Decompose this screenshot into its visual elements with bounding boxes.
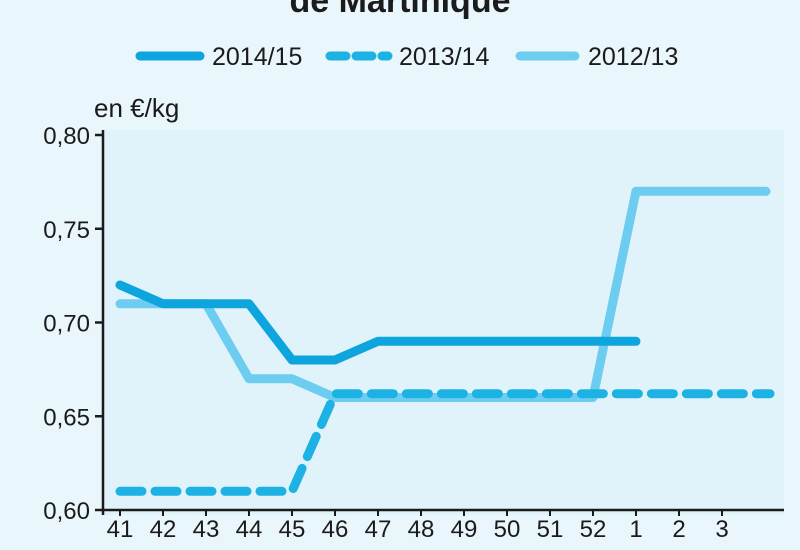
x-tick-label: 1 <box>629 516 642 543</box>
series-line-2013-14 <box>115 389 775 496</box>
x-tick-label: 48 <box>408 516 435 543</box>
y-tick-label: 0,80 <box>43 123 90 150</box>
x-tick-label: 44 <box>236 516 263 543</box>
legend-label: 2012/13 <box>588 43 678 71</box>
x-tick-label: 41 <box>107 516 134 543</box>
chart-title: de Martinique <box>289 0 511 20</box>
x-tick-label: 3 <box>715 516 728 543</box>
x-tick-label: 45 <box>279 516 306 543</box>
y-tick-label: 0,70 <box>43 311 90 338</box>
series-lines <box>115 186 775 496</box>
y-axis-unit-label: en €/kg <box>94 93 179 123</box>
x-tick-label: 52 <box>580 516 607 543</box>
x-tick-label: 43 <box>193 516 220 543</box>
x-tick-label: 2 <box>672 516 685 543</box>
x-tick-label: 47 <box>365 516 392 543</box>
axes: 0,80 0,75 0,70 0,65 0,60 en €/kg 41 42 43 44 45 46 4… <box>43 93 784 543</box>
y-tick-label: 0,60 <box>43 498 90 525</box>
x-tick-label: 50 <box>494 516 521 543</box>
legend: 2014/15 2013/14 2012/13 <box>135 43 678 71</box>
x-tick-label: 42 <box>150 516 177 543</box>
legend-label: 2014/15 <box>212 43 302 71</box>
series-line-2014-15 <box>115 280 641 365</box>
x-tick-label: 51 <box>537 516 564 543</box>
legend-label: 2013/14 <box>399 43 489 71</box>
x-tick-label: 49 <box>451 516 478 543</box>
x-tick-label: 46 <box>322 516 349 543</box>
y-tick-label: 0,75 <box>43 217 90 244</box>
y-tick-label: 0,65 <box>43 404 90 431</box>
